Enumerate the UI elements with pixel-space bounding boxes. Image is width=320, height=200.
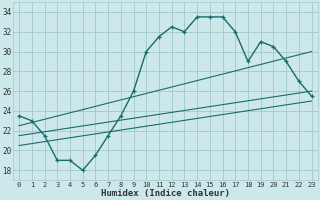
X-axis label: Humidex (Indice chaleur): Humidex (Indice chaleur)	[101, 189, 230, 198]
